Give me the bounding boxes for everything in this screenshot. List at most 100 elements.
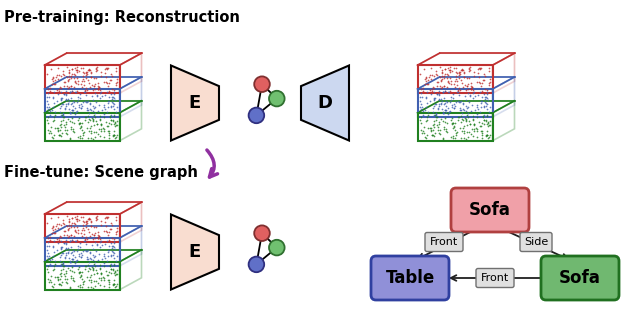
Point (58, 261, 68, 266)
Polygon shape (120, 250, 141, 290)
Point (95, 117, 106, 122)
Point (70, 238, 81, 244)
Point (438, 136, 448, 141)
Point (77, 270, 87, 275)
Point (95, 270, 106, 275)
Point (109, 112, 119, 117)
Point (107, 248, 117, 253)
Point (104, 243, 114, 248)
Point (104, 247, 115, 252)
Point (43, 269, 53, 274)
Point (111, 284, 121, 289)
Point (101, 269, 111, 274)
Point (47, 104, 58, 109)
Point (451, 76, 461, 81)
Point (74, 264, 84, 269)
Point (434, 103, 444, 108)
Point (67, 88, 77, 93)
Point (63, 251, 73, 256)
Point (69, 121, 79, 126)
Point (81, 76, 91, 81)
Point (461, 123, 472, 128)
Point (436, 107, 447, 112)
Point (482, 95, 492, 100)
Point (452, 83, 462, 88)
Point (440, 72, 450, 77)
Point (441, 104, 451, 109)
Point (88, 237, 99, 242)
Point (109, 282, 119, 287)
Point (45, 85, 55, 90)
Point (52, 99, 62, 104)
Point (72, 78, 83, 83)
Point (105, 113, 115, 118)
Point (80, 267, 90, 272)
Point (99, 134, 109, 140)
Point (461, 103, 471, 108)
Point (61, 103, 71, 108)
Point (67, 216, 77, 221)
Point (66, 233, 76, 238)
Point (484, 123, 495, 128)
Point (439, 75, 449, 80)
Point (61, 252, 71, 257)
Point (109, 268, 120, 273)
Point (61, 84, 72, 89)
Point (455, 87, 465, 92)
Point (109, 114, 120, 119)
FancyBboxPatch shape (451, 188, 529, 232)
Point (473, 106, 483, 111)
Point (62, 223, 72, 228)
Point (108, 278, 118, 283)
Point (81, 257, 92, 262)
Point (107, 235, 117, 240)
Point (81, 248, 92, 253)
Point (85, 101, 95, 106)
Point (429, 112, 439, 117)
Point (65, 135, 76, 140)
Point (104, 269, 114, 275)
Point (442, 71, 452, 76)
Point (467, 86, 477, 91)
Point (437, 69, 447, 74)
Point (104, 237, 115, 243)
Point (90, 255, 100, 260)
Point (59, 72, 69, 77)
Point (461, 75, 472, 80)
Point (470, 107, 480, 112)
Point (80, 89, 90, 94)
Point (49, 101, 59, 106)
Point (106, 253, 116, 258)
Point (431, 112, 441, 117)
Point (76, 84, 86, 89)
Point (47, 231, 57, 236)
Point (90, 134, 100, 140)
Point (106, 77, 116, 83)
Point (446, 98, 456, 103)
Point (44, 107, 54, 112)
Point (106, 227, 116, 232)
Point (465, 92, 475, 98)
Point (90, 230, 100, 236)
Point (64, 77, 74, 82)
Point (468, 121, 479, 126)
Point (474, 109, 484, 114)
Point (60, 128, 70, 133)
Point (452, 114, 463, 119)
Point (111, 104, 122, 109)
Point (109, 95, 119, 100)
Point (103, 128, 113, 133)
Point (95, 121, 106, 126)
Point (452, 89, 462, 94)
Point (479, 91, 489, 96)
Point (438, 124, 449, 130)
Point (85, 101, 95, 106)
Point (67, 237, 77, 243)
Point (79, 89, 89, 94)
Point (86, 124, 96, 129)
Point (65, 74, 76, 79)
Point (52, 125, 62, 131)
Point (109, 238, 119, 244)
Point (78, 225, 88, 230)
Point (454, 70, 464, 76)
